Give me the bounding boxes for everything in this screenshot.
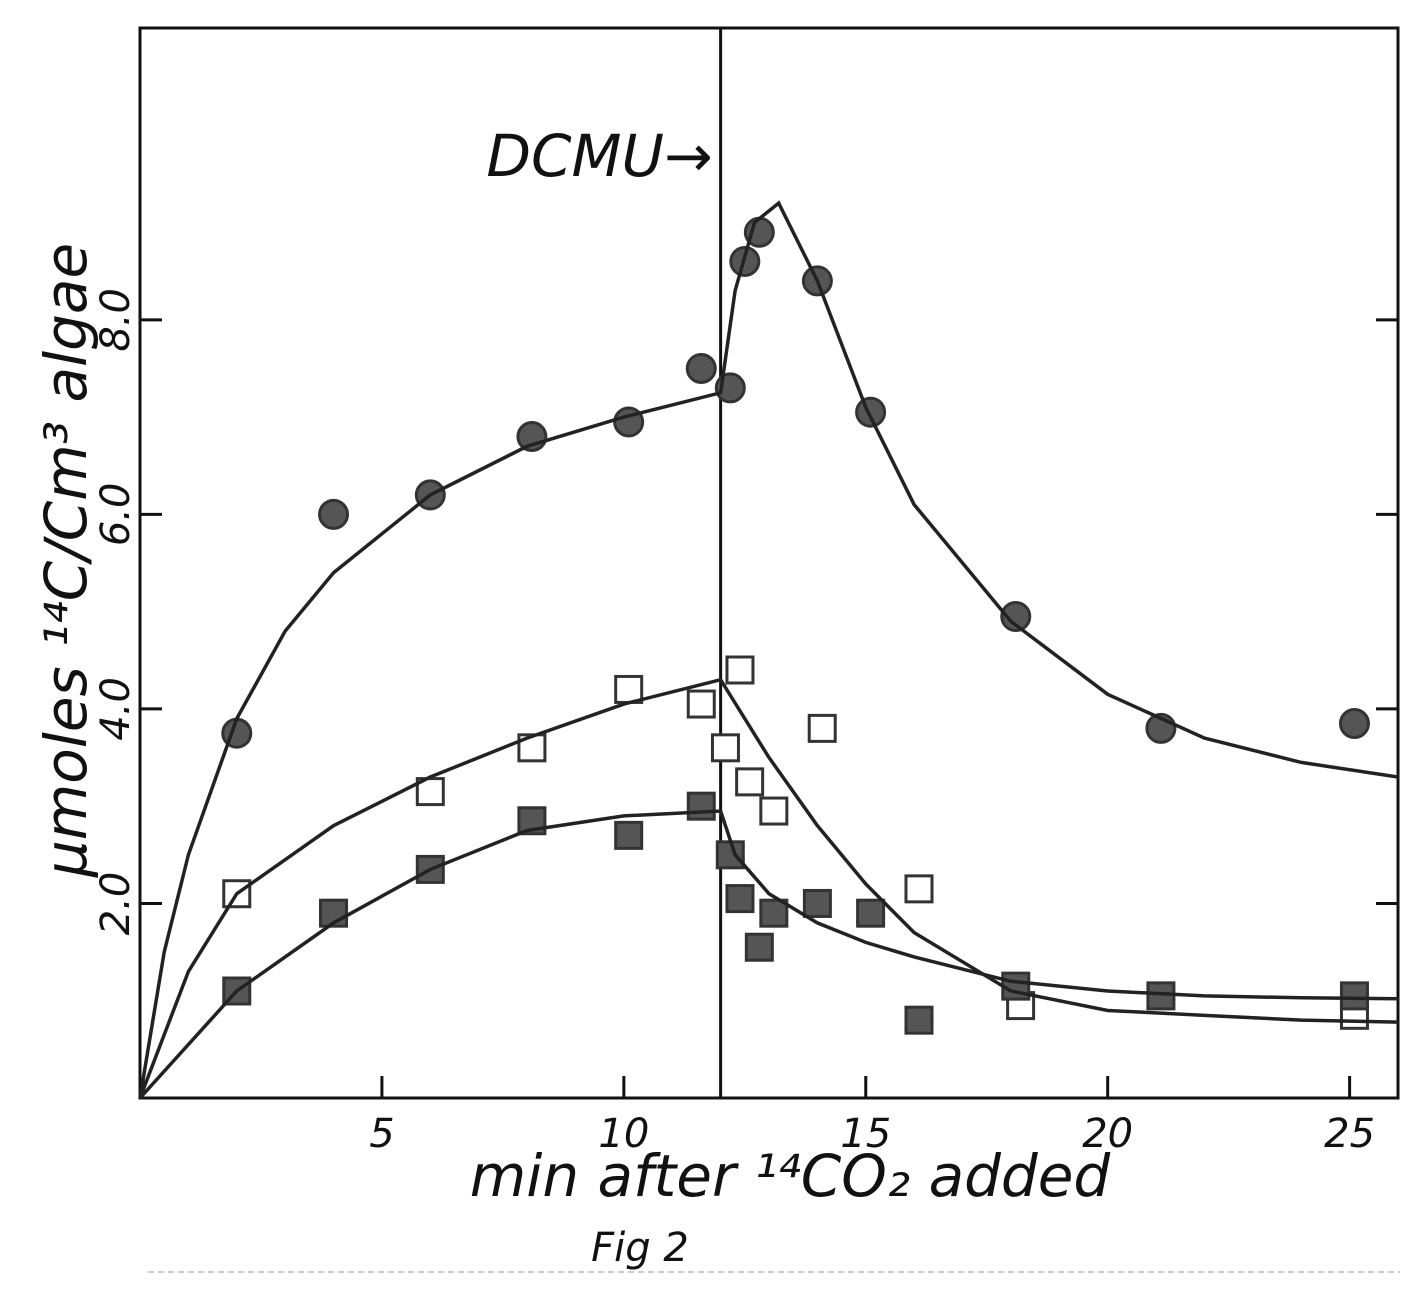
open-square-point	[686, 689, 716, 719]
fit-curve	[138, 809, 1399, 1100]
y-axis-label: μmoles ¹⁴C/Cm³ algae	[32, 243, 100, 878]
annotation: DCMU→	[486, 122, 712, 190]
filled-square-point	[744, 932, 774, 962]
open-square-point	[807, 713, 837, 743]
open-square-point	[904, 874, 934, 904]
filled-square-point	[856, 898, 886, 928]
y-tick-label: 6.0	[93, 483, 139, 547]
x-tick-label: 20	[1082, 1111, 1133, 1157]
y-tick-label: 2.0	[93, 872, 139, 936]
open-square-point	[725, 655, 755, 685]
x-axis-label: min after ¹⁴CO₂ added	[470, 1142, 1112, 1210]
open-square-point	[735, 767, 765, 797]
x-tick-label: 5	[369, 1111, 394, 1157]
circle-point	[685, 352, 717, 384]
filled-square-point	[759, 898, 789, 928]
open-square-point	[759, 796, 789, 826]
fit-curve	[138, 677, 1399, 1099]
fit-curve	[138, 200, 1399, 1099]
circle-point	[1000, 601, 1032, 632]
y-tick-label: 4.0	[93, 677, 139, 741]
open-square-point	[710, 733, 740, 763]
y-tick-label: 8.0	[93, 288, 139, 352]
filled-square-point	[614, 820, 644, 850]
caption: Fig 2	[591, 1225, 689, 1271]
x-tick-label: 10	[598, 1111, 649, 1157]
x-tick-label: 15	[840, 1111, 891, 1157]
circle-point	[1338, 708, 1370, 739]
circle-point	[318, 498, 350, 530]
open-square-point	[614, 674, 644, 704]
filled-square-point	[802, 888, 832, 918]
filled-square-point	[1339, 981, 1369, 1011]
filled-square-point	[725, 884, 755, 914]
plot-frame	[138, 26, 1400, 1100]
x-tick-label: 25	[1324, 1111, 1375, 1157]
circle-point	[855, 396, 887, 428]
filled-square-point	[904, 1005, 934, 1035]
filled-square-point	[686, 791, 716, 821]
